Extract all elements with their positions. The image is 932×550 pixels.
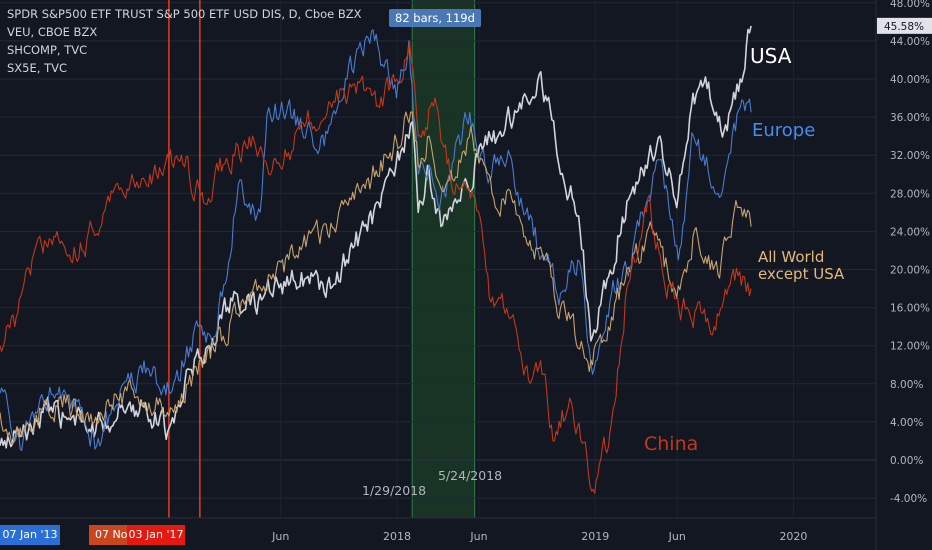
- y-tick-label: 44.00%: [890, 36, 930, 48]
- annotation-end-date: 5/24/2018: [438, 468, 503, 483]
- legend-spy: SPDR S&P500 ETF TRUST S&P 500 ETF USD DI…: [7, 7, 362, 21]
- series-label-usa: USA: [750, 44, 792, 68]
- y-tick-label: 28.00%: [890, 188, 930, 200]
- y-tick-label: -4.00%: [890, 493, 927, 505]
- y-tick-label: 48.00%: [890, 0, 930, 10]
- legend-sx5e: SX5E, TVC: [7, 61, 67, 75]
- y-tick-label: 0.00%: [890, 455, 923, 467]
- time-badge-left: 07 Jan '13: [0, 525, 60, 545]
- current-value-label: 45.58%: [884, 21, 924, 33]
- x-tick-label: Jun: [469, 530, 487, 543]
- x-tick-label: 2019: [581, 530, 609, 543]
- series-label-world-2: except USA: [758, 265, 845, 283]
- y-tick-label: 24.00%: [890, 226, 930, 238]
- y-tick-label: 40.00%: [890, 74, 930, 86]
- series-label-china: China: [644, 433, 699, 455]
- series-line-all-world-except-usa: [0, 111, 752, 446]
- legend-veu: VEU, CBOE BZX: [7, 25, 98, 39]
- series-line-usa: [0, 25, 752, 449]
- annotation-start-date: 1/29/2018: [362, 483, 427, 498]
- x-tick-label: 2018: [383, 530, 411, 543]
- series-label-europe: Europe: [752, 120, 816, 141]
- x-tick-label: Jun: [668, 530, 686, 543]
- y-tick-label: 20.00%: [890, 265, 930, 277]
- y-tick-label: 4.00%: [890, 417, 923, 429]
- x-tick-label: 2020: [779, 530, 807, 543]
- range-badge: 82 bars, 119d: [389, 9, 481, 27]
- time-badge-marker-1: 07 No: [89, 525, 133, 545]
- series-line-china: [0, 40, 752, 494]
- y-tick-label: 32.00%: [890, 150, 930, 162]
- time-badge-marker-2: 03 Jan '17: [127, 525, 185, 545]
- y-tick-label: 12.00%: [890, 341, 930, 353]
- legend-shcomp: SHCOMP, TVC: [7, 43, 88, 57]
- highlight-range: [412, 0, 475, 518]
- x-tick-label: Jun: [271, 530, 289, 543]
- y-tick-label: 16.00%: [890, 303, 930, 315]
- series-label-world-1: All World: [758, 248, 825, 266]
- y-tick-label: 8.00%: [890, 379, 923, 391]
- y-tick-label: 36.00%: [890, 112, 930, 124]
- current-value-badge: [877, 17, 932, 34]
